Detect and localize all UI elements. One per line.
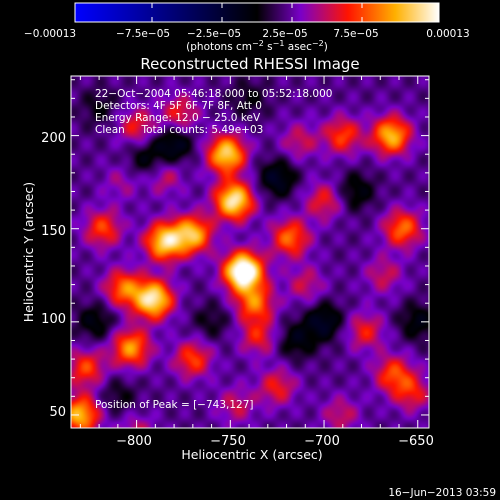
colorbar-tick-label: −2.5e−05 bbox=[187, 28, 241, 40]
footer-timestamp: 16−Jun−2013 03:59 bbox=[388, 487, 496, 499]
y-tick-label: 200 bbox=[41, 131, 66, 146]
y-tick-label: 100 bbox=[41, 312, 66, 327]
plot-frame bbox=[70, 75, 430, 429]
x-axis-label: Heliocentric X (arcsec) bbox=[181, 447, 322, 462]
axis-ticks bbox=[71, 76, 429, 428]
annotation-block: 22−Oct−2004 05:46:18.000 to 05:52:18.000… bbox=[95, 88, 332, 136]
colorbar-tick-label: 0.00013 bbox=[426, 28, 469, 40]
y-tick-labels: 50 100 150 200 bbox=[41, 131, 66, 420]
annotation-line: Energy Range: 12.0 − 25.0 keV bbox=[95, 112, 261, 124]
colorbar-unit-label: (photons cm−2 s−1 asec−2) bbox=[186, 39, 328, 53]
chart-title: Reconstructed RHESSI Image bbox=[140, 55, 359, 73]
colorbar-tick-label: −0.00013 bbox=[24, 28, 76, 40]
annotation-line: Clean Total counts: 5.49e+03 bbox=[95, 124, 263, 136]
x-tick-label: −800 bbox=[116, 434, 152, 449]
colorbar-tick-label: 7.5e−05 bbox=[333, 28, 378, 40]
x-tick-label: −650 bbox=[398, 434, 434, 449]
colorbar-tick-label: −7.5e−05 bbox=[116, 28, 170, 40]
colorbar-ticks bbox=[74, 3, 440, 22]
x-tick-label: −750 bbox=[210, 434, 246, 449]
x-tick-labels: −800 −750 −700 −650 bbox=[116, 434, 434, 449]
colorbar-tick-labels: −0.00013 −7.5e−05 −2.5e−05 2.5e−05 7.5e−… bbox=[24, 28, 470, 40]
annotation-line: Detectors: 4F 5F 6F 7F 8F, Att 0 bbox=[95, 100, 262, 112]
heatmap-raster bbox=[71, 76, 429, 428]
annotation-line: 22−Oct−2004 05:46:18.000 to 05:52:18.000 bbox=[95, 88, 332, 100]
y-tick-label: 50 bbox=[49, 405, 66, 420]
y-axis-label: Heliocentric Y (arcsec) bbox=[21, 182, 36, 322]
heatmap-image bbox=[71, 76, 429, 428]
y-tick-label: 150 bbox=[41, 224, 66, 239]
colorbar-tick-label: 2.5e−05 bbox=[262, 28, 307, 40]
peak-position-label: Position of Peak = [−743,127] bbox=[95, 399, 254, 411]
colorbar bbox=[74, 2, 440, 23]
x-tick-label: −700 bbox=[304, 434, 340, 449]
